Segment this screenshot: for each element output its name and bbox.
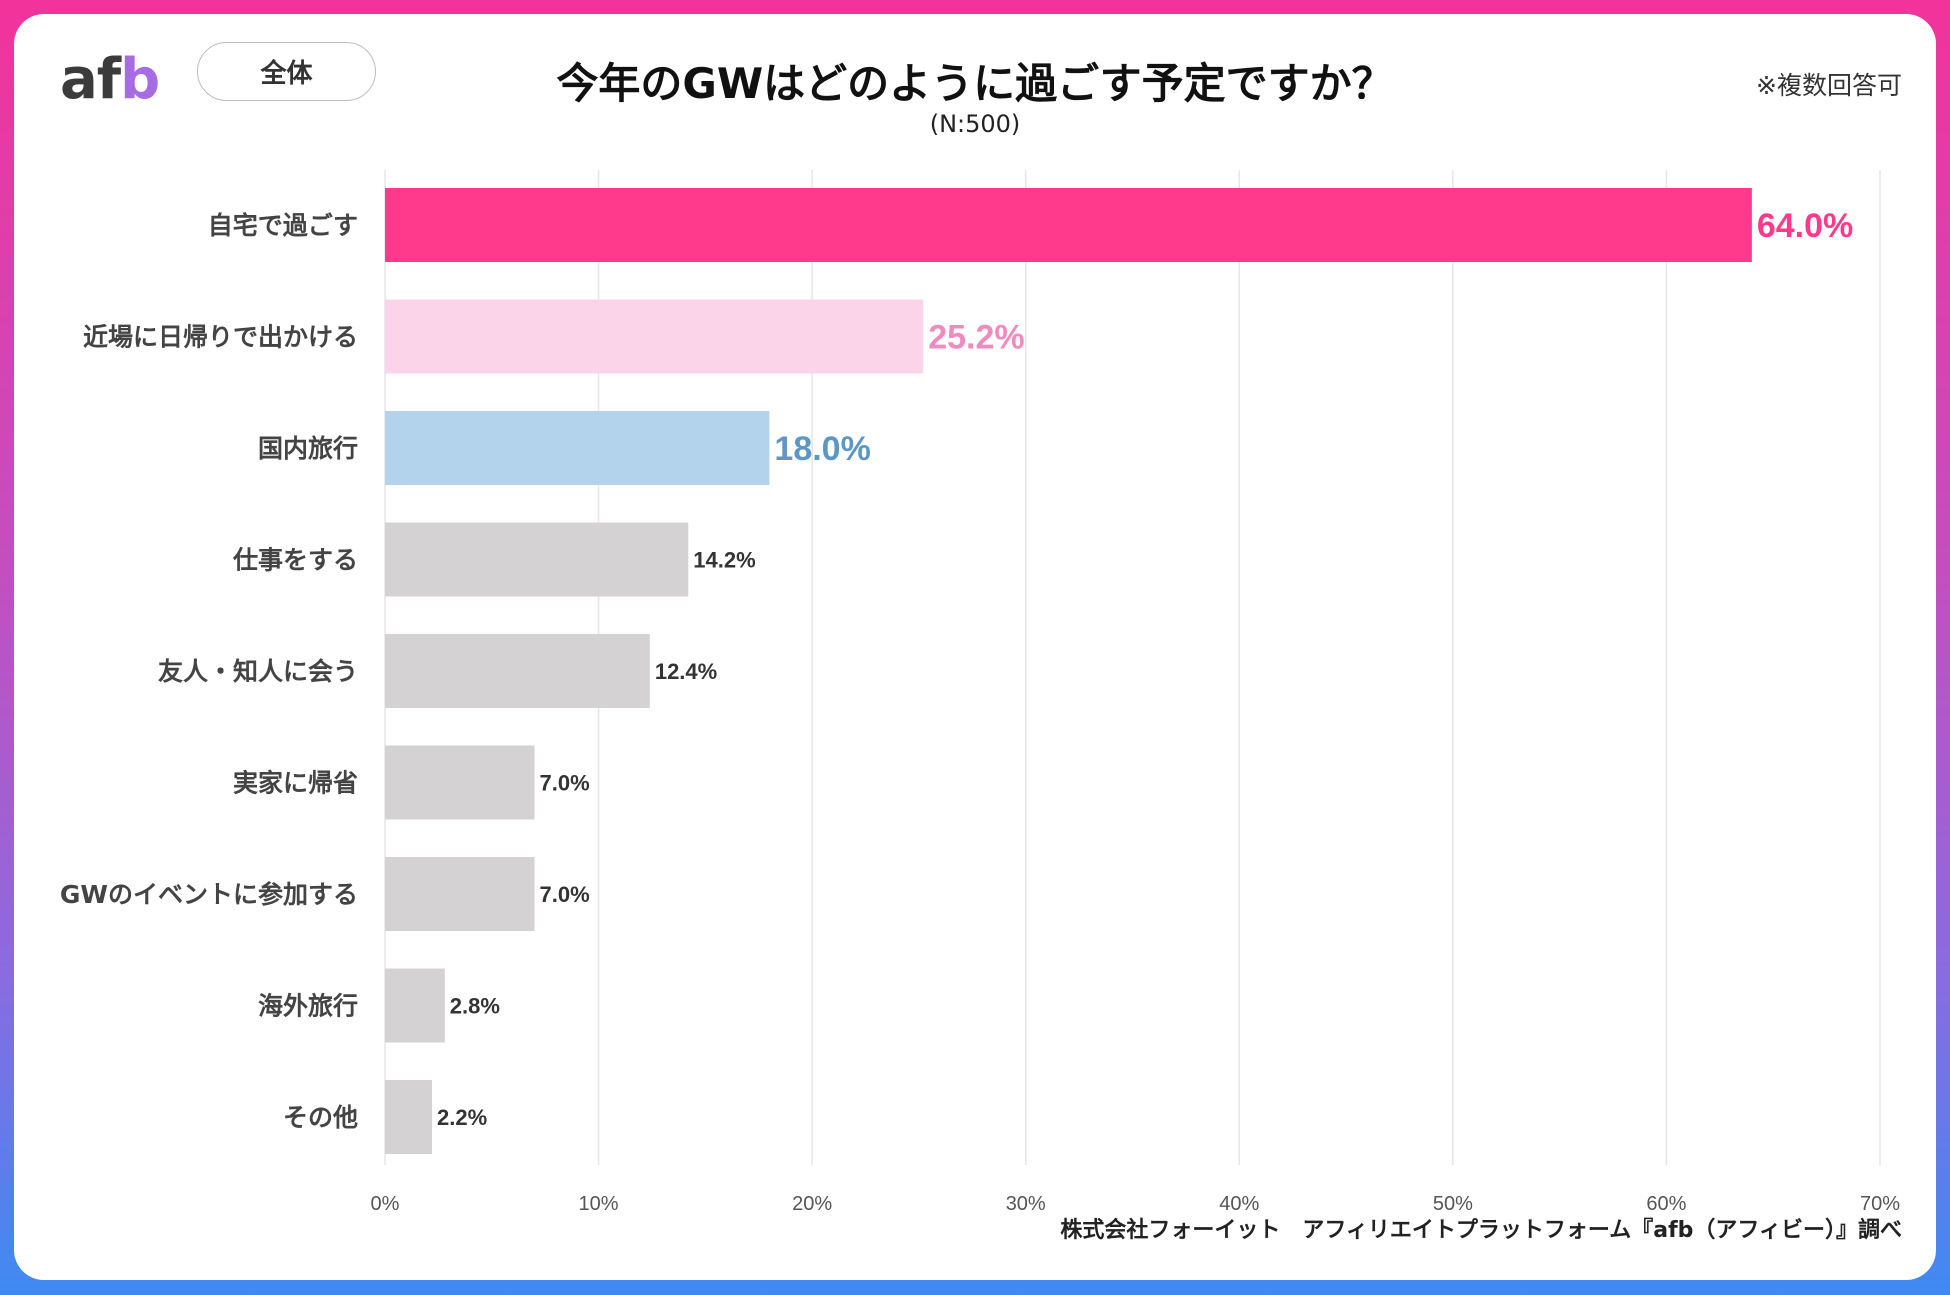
x-tick-label: 30%	[1006, 1193, 1046, 1215]
bar	[385, 745, 535, 820]
afb-logo: afb	[60, 47, 160, 112]
bar	[385, 857, 535, 931]
value-label: 18.0%	[774, 430, 870, 468]
category-label: 海外旅行	[258, 992, 358, 1021]
x-tick-label: 10%	[579, 1193, 619, 1215]
value-label: 25.2%	[928, 319, 1024, 357]
x-tick-label: 60%	[1646, 1193, 1686, 1215]
bar	[385, 634, 650, 708]
x-tick-label: 50%	[1433, 1193, 1473, 1215]
source-credit: 株式会社フォーイット アフィリエイトプラットフォーム『afb（アフィビー）』調べ	[1060, 1218, 1902, 1243]
category-label: 近場に日帰りで出かける	[83, 323, 358, 352]
scope-badge: 全体	[197, 42, 376, 101]
value-label: 7.0%	[540, 771, 590, 796]
x-tick-label: 40%	[1219, 1193, 1259, 1215]
category-label: 友人・知人に会う	[158, 657, 358, 686]
x-tick-label: 20%	[792, 1193, 832, 1215]
bar	[385, 968, 445, 1043]
category-label: 仕事をする	[232, 546, 358, 575]
bar	[385, 299, 924, 374]
category-label: GWのイベントに参加する	[60, 880, 358, 909]
chart-subtitle: (N:500)	[929, 110, 1021, 138]
category-label: 実家に帰省	[233, 769, 358, 798]
x-tick-label: 0%	[371, 1193, 400, 1215]
chart-title: 今年のGWはどのように過ごす予定ですか？	[556, 59, 1394, 108]
x-tick-label: 70%	[1860, 1193, 1900, 1215]
category-label: 自宅で過ごす	[208, 211, 358, 240]
value-label: 2.2%	[437, 1105, 487, 1130]
bar	[385, 188, 1752, 262]
category-label: その他	[283, 1103, 358, 1132]
value-label: 64.0%	[1757, 207, 1853, 245]
multiple-answer-note: ※複数回答可	[1756, 71, 1902, 100]
value-label: 7.0%	[540, 882, 590, 907]
bar	[385, 522, 689, 597]
bar	[385, 411, 770, 485]
category-label: 国内旅行	[258, 434, 358, 463]
bar	[385, 1080, 432, 1154]
value-label: 12.4%	[655, 659, 717, 684]
value-label: 2.8%	[450, 994, 500, 1019]
value-label: 14.2%	[693, 548, 755, 573]
